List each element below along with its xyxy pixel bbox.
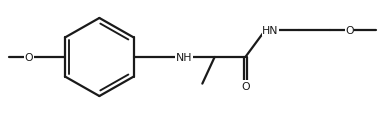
Text: O: O [25, 53, 33, 62]
Text: O: O [241, 81, 250, 91]
Text: NH: NH [176, 53, 192, 62]
Text: HN: HN [262, 26, 279, 36]
Text: O: O [345, 26, 354, 36]
